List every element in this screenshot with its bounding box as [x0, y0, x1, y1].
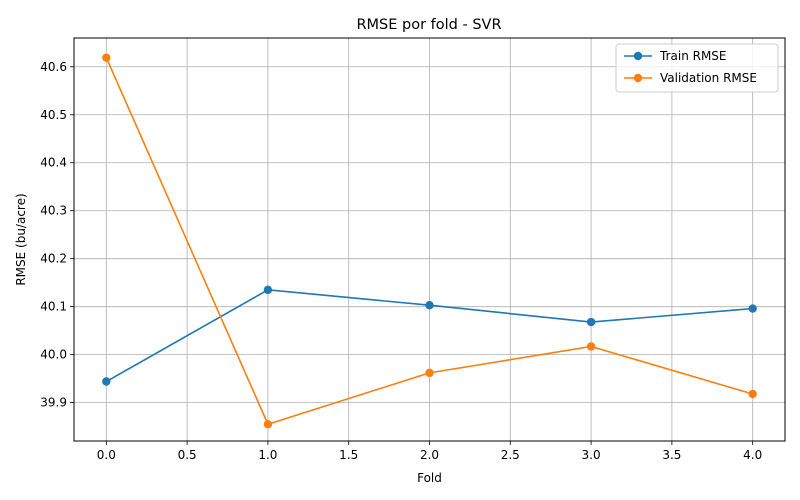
x-tick-label: 3.5	[662, 448, 681, 462]
y-tick-label: 40.0	[40, 348, 67, 362]
validation-rmse-point	[425, 368, 434, 378]
train-rmse-point	[102, 377, 111, 386]
validation-rmse-point	[748, 389, 757, 399]
train-rmse-point	[748, 304, 757, 313]
x-tick-label: 1.5	[339, 448, 358, 462]
legend-label: Validation RMSE	[660, 71, 757, 85]
x-axis-title: Fold	[417, 471, 442, 485]
y-axis-title: RMSE (bu/acre)	[14, 193, 28, 285]
grid	[74, 38, 785, 441]
x-tick-label: 2.0	[420, 448, 439, 462]
legend-box	[615, 43, 779, 93]
x-tick-label: 0.0	[97, 448, 116, 462]
x-tick-label: 0.5	[178, 448, 197, 462]
legend-marker	[633, 51, 643, 61]
series-layer	[102, 53, 757, 429]
y-tick-label: 39.9	[40, 396, 67, 410]
legend: Train RMSE Validation RMSE	[615, 43, 779, 93]
validation-rmse-point	[586, 342, 596, 351]
x-tick-label: 4.0	[743, 448, 762, 462]
y-tick-label: 40.5	[40, 108, 67, 122]
train-rmse-point	[586, 317, 596, 327]
validation-rmse-point	[263, 420, 273, 429]
x-tick-label: 3.0	[582, 448, 601, 462]
train-rmse-point	[425, 301, 434, 310]
x-tick-label: 2.5	[501, 448, 520, 462]
y-tick-label: 40.6	[40, 60, 67, 74]
y-tick-label: 40.1	[40, 300, 67, 314]
legend-label: Train RMSE	[659, 49, 727, 63]
y-tick-label: 40.2	[40, 252, 67, 266]
legend-marker	[633, 73, 643, 83]
y-tick-label: 40.3	[40, 204, 67, 218]
x-tick-label: 1.0	[258, 448, 277, 462]
train-rmse-point	[263, 285, 273, 295]
y-tick-label: 40.4	[40, 156, 67, 170]
chart-title: RMSE por fold - SVR	[356, 17, 501, 33]
axis-ticks: 0.0 0.5 1.0 1.5 2.0 2.5 3.0 3.5 4.0 39.9 40.0 40.1 4…	[40, 60, 762, 462]
validation-rmse-point	[102, 53, 111, 62]
